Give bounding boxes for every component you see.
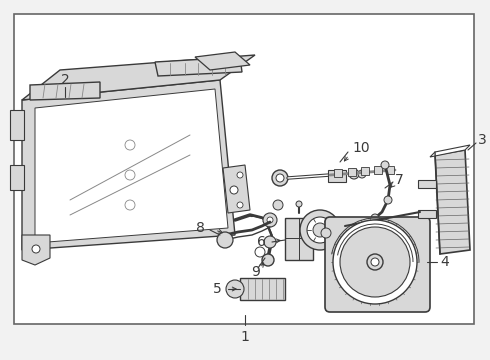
Polygon shape — [22, 80, 235, 250]
Polygon shape — [435, 150, 470, 254]
Circle shape — [371, 258, 379, 266]
Bar — [10, 165, 24, 190]
Circle shape — [384, 196, 392, 204]
Text: 1: 1 — [241, 330, 249, 344]
Circle shape — [358, 170, 366, 178]
Circle shape — [255, 247, 265, 257]
Circle shape — [276, 174, 284, 182]
Circle shape — [264, 236, 276, 248]
Bar — [418, 180, 436, 188]
Polygon shape — [30, 82, 100, 100]
Text: 4: 4 — [440, 255, 449, 269]
Circle shape — [273, 200, 283, 210]
Bar — [14, 14, 474, 324]
Text: 6: 6 — [257, 235, 266, 249]
Text: 9: 9 — [251, 265, 261, 279]
Bar — [361, 167, 369, 175]
Circle shape — [340, 227, 410, 297]
Circle shape — [125, 170, 135, 180]
Circle shape — [217, 232, 233, 248]
Circle shape — [333, 220, 417, 304]
Text: 2: 2 — [61, 73, 70, 87]
Circle shape — [237, 202, 243, 208]
Polygon shape — [22, 55, 255, 100]
Circle shape — [262, 254, 274, 266]
Circle shape — [371, 214, 379, 222]
Text: 5: 5 — [213, 282, 222, 296]
Circle shape — [349, 169, 359, 179]
Circle shape — [125, 140, 135, 150]
Text: 7: 7 — [395, 173, 404, 187]
Bar — [374, 166, 382, 174]
Polygon shape — [195, 52, 250, 70]
Circle shape — [321, 228, 331, 238]
Polygon shape — [223, 165, 250, 213]
Polygon shape — [240, 278, 285, 300]
Bar — [328, 170, 346, 182]
Circle shape — [321, 228, 331, 238]
Circle shape — [300, 210, 340, 250]
Bar — [348, 168, 356, 176]
Circle shape — [125, 200, 135, 210]
Circle shape — [226, 280, 244, 298]
Circle shape — [267, 217, 273, 223]
Polygon shape — [22, 235, 50, 265]
Text: 3: 3 — [478, 133, 487, 147]
Circle shape — [230, 186, 238, 194]
Bar — [10, 110, 24, 140]
Polygon shape — [430, 145, 470, 157]
Text: 8: 8 — [196, 221, 205, 235]
Bar — [386, 166, 394, 174]
Circle shape — [237, 172, 243, 178]
Bar — [334, 169, 342, 177]
Circle shape — [313, 223, 327, 237]
Circle shape — [367, 254, 383, 270]
Circle shape — [272, 170, 288, 186]
Circle shape — [296, 201, 302, 207]
Polygon shape — [35, 89, 228, 243]
Circle shape — [263, 213, 277, 227]
Bar — [418, 210, 436, 218]
FancyBboxPatch shape — [325, 217, 430, 312]
Text: 10: 10 — [352, 141, 369, 155]
Polygon shape — [155, 57, 242, 76]
Circle shape — [307, 217, 333, 243]
Bar — [285, 218, 313, 260]
Circle shape — [32, 245, 40, 253]
Circle shape — [381, 161, 389, 169]
